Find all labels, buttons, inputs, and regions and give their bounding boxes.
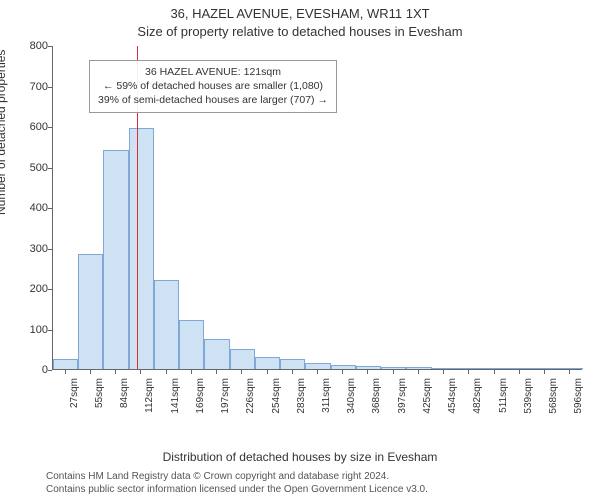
ytick-label: 300: [6, 243, 48, 255]
xtick-mark: [494, 370, 495, 374]
histogram-bar: [280, 359, 305, 369]
xtick-label: 27sqm: [69, 378, 80, 428]
xtick-mark: [90, 370, 91, 374]
xtick-mark: [216, 370, 217, 374]
xtick-label: 197sqm: [220, 378, 231, 428]
histogram-bar: [558, 368, 583, 369]
histogram-bar: [381, 367, 406, 369]
xtick-mark: [342, 370, 343, 374]
xtick-mark: [267, 370, 268, 374]
xtick-mark: [241, 370, 242, 374]
ytick-mark: [48, 370, 52, 371]
histogram-bar: [78, 254, 103, 369]
histogram-bar: [53, 359, 78, 369]
xtick-label: 84sqm: [119, 378, 130, 428]
ytick-mark: [48, 46, 52, 47]
xtick-label: 283sqm: [296, 378, 307, 428]
xtick-label: 511sqm: [498, 378, 509, 428]
xtick-mark: [191, 370, 192, 374]
info-line-1: 36 HAZEL AVENUE: 121sqm: [98, 65, 328, 79]
xtick-label: 112sqm: [144, 378, 155, 428]
xtick-label: 311sqm: [321, 378, 332, 428]
attribution-line-1: Contains HM Land Registry data © Crown c…: [46, 470, 428, 483]
xtick-mark: [519, 370, 520, 374]
ytick-label: 600: [6, 121, 48, 133]
attribution: Contains HM Land Registry data © Crown c…: [46, 470, 428, 496]
xtick-mark: [166, 370, 167, 374]
histogram-bar: [103, 150, 128, 369]
xtick-label: 141sqm: [170, 378, 181, 428]
xtick-label: 425sqm: [422, 378, 433, 428]
histogram-bar: [457, 368, 482, 369]
ytick-mark: [48, 249, 52, 250]
xtick-mark: [317, 370, 318, 374]
xtick-label: 368sqm: [371, 378, 382, 428]
ytick-mark: [48, 289, 52, 290]
ytick-label: 500: [6, 162, 48, 174]
info-box: 36 HAZEL AVENUE: 121sqm← 59% of detached…: [89, 60, 337, 113]
xtick-label: 482sqm: [472, 378, 483, 428]
ytick-mark: [48, 168, 52, 169]
title-main: 36, HAZEL AVENUE, EVESHAM, WR11 1XT: [0, 6, 600, 21]
histogram-bar: [179, 320, 204, 369]
ytick-mark: [48, 208, 52, 209]
ytick-mark: [48, 87, 52, 88]
info-line-2: ← 59% of detached houses are smaller (1,…: [98, 79, 328, 93]
histogram-bar: [154, 280, 179, 369]
histogram-bar: [255, 357, 280, 369]
histogram-bar: [507, 368, 532, 369]
xtick-mark: [468, 370, 469, 374]
xtick-label: 226sqm: [245, 378, 256, 428]
ytick-mark: [48, 330, 52, 331]
histogram-bar: [204, 339, 229, 369]
xtick-mark: [65, 370, 66, 374]
histogram-bar: [305, 363, 330, 369]
xtick-mark: [292, 370, 293, 374]
histogram-bar: [129, 128, 154, 369]
xtick-label: 596sqm: [573, 378, 584, 428]
xtick-label: 254sqm: [271, 378, 282, 428]
histogram-bar: [406, 367, 431, 369]
title-sub: Size of property relative to detached ho…: [0, 24, 600, 39]
ytick-label: 0: [6, 364, 48, 376]
ytick-label: 100: [6, 324, 48, 336]
histogram-bar: [331, 365, 356, 369]
xtick-label: 397sqm: [397, 378, 408, 428]
xtick-mark: [367, 370, 368, 374]
ytick-mark: [48, 127, 52, 128]
xtick-mark: [140, 370, 141, 374]
xtick-mark: [418, 370, 419, 374]
xtick-label: 340sqm: [346, 378, 357, 428]
attribution-line-2: Contains public sector information licen…: [46, 483, 428, 496]
xtick-label: 568sqm: [548, 378, 559, 428]
xtick-mark: [393, 370, 394, 374]
histogram-bar: [482, 368, 507, 369]
plot-area: 36 HAZEL AVENUE: 121sqm← 59% of detached…: [52, 46, 582, 370]
ytick-label: 200: [6, 283, 48, 295]
histogram-bar: [533, 368, 558, 369]
histogram-bar: [230, 349, 255, 369]
ytick-label: 400: [6, 202, 48, 214]
xtick-label: 454sqm: [447, 378, 458, 428]
info-line-3: 39% of semi-detached houses are larger (…: [98, 93, 328, 107]
histogram-bar: [356, 366, 381, 369]
xtick-label: 169sqm: [195, 378, 206, 428]
ytick-label: 800: [6, 40, 48, 52]
xtick-mark: [443, 370, 444, 374]
x-axis-label: Distribution of detached houses by size …: [0, 450, 600, 464]
xtick-mark: [569, 370, 570, 374]
xtick-label: 55sqm: [94, 378, 105, 428]
xtick-label: 539sqm: [523, 378, 534, 428]
xtick-mark: [544, 370, 545, 374]
histogram-bar: [432, 368, 457, 369]
ytick-label: 700: [6, 81, 48, 93]
xtick-mark: [115, 370, 116, 374]
